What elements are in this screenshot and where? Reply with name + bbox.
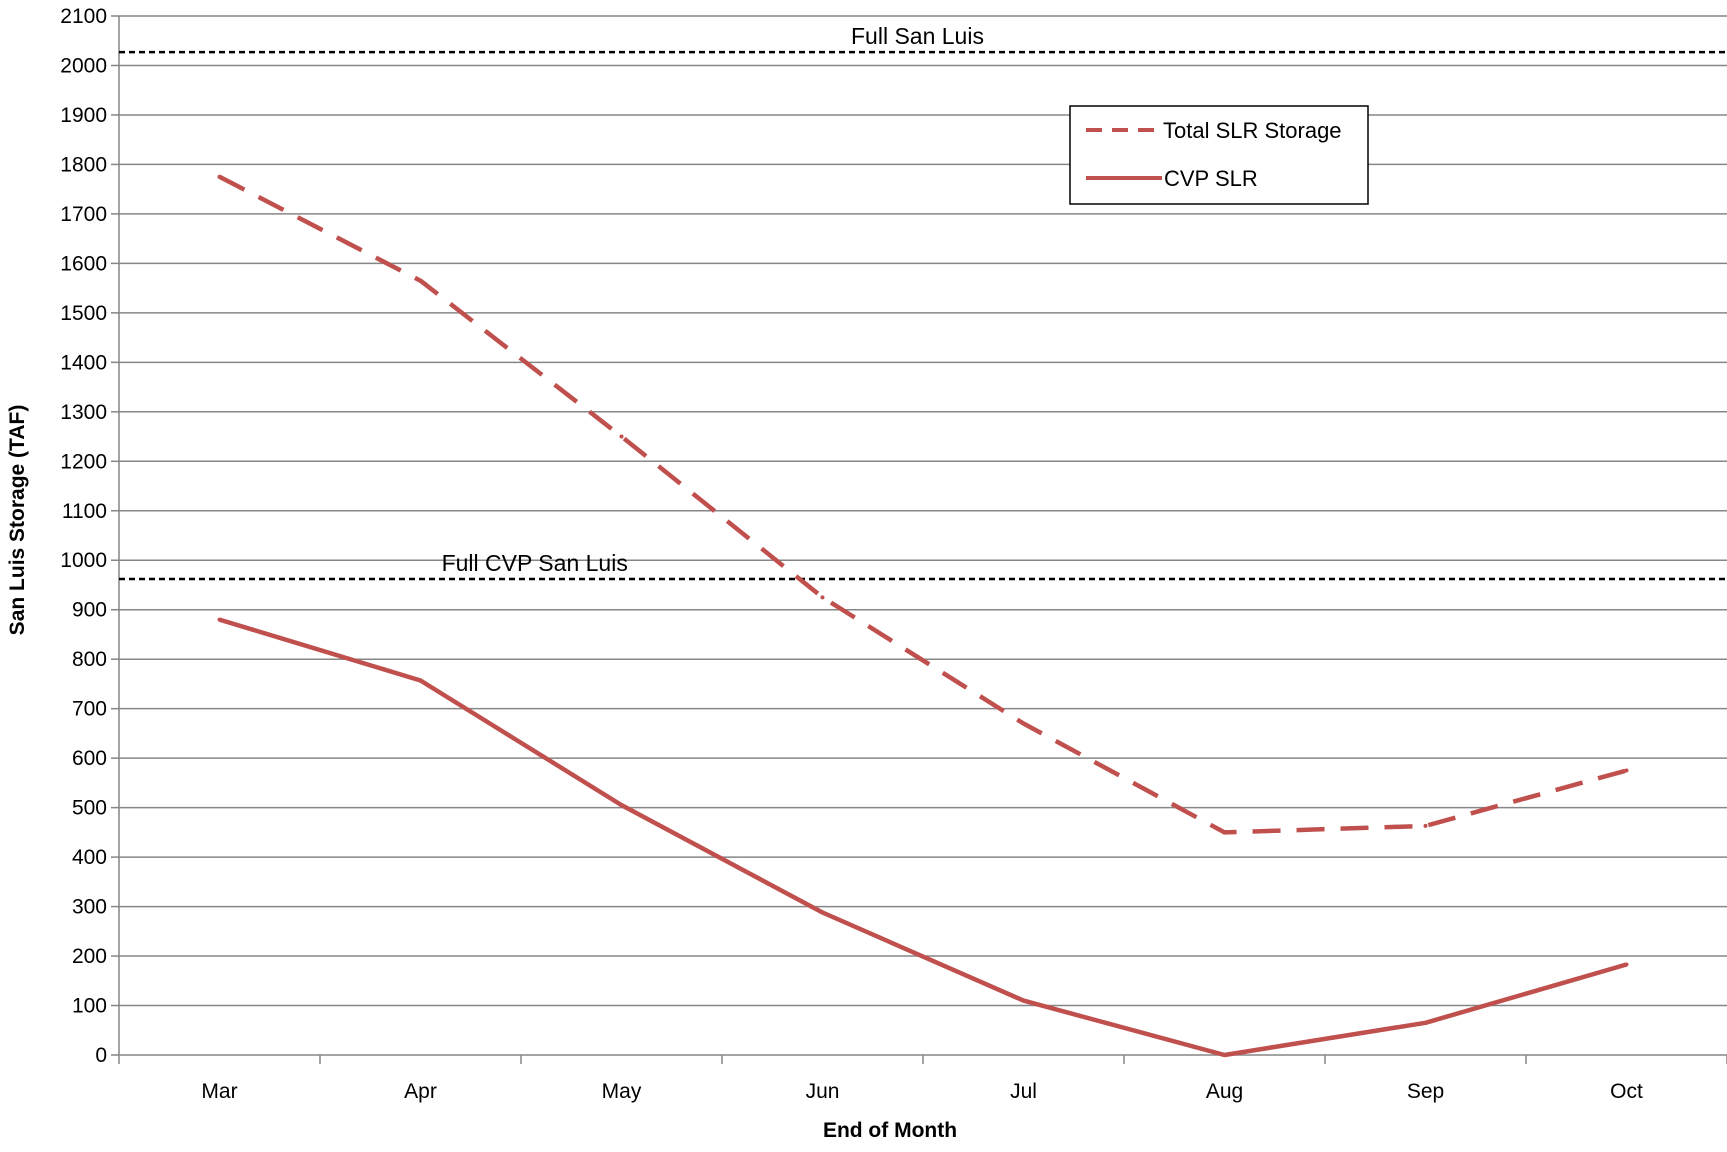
data-point-cvp-slr-sep — [1423, 1020, 1428, 1025]
y-tick-label-1800: 1800 — [60, 153, 107, 176]
x-tick-label-apr: Apr — [404, 1080, 437, 1103]
y-tick-label-0: 0 — [95, 1044, 107, 1067]
y-tick-label-1700: 1700 — [60, 203, 107, 226]
reference-lines: Full San Luis Full CVP San Luis — [119, 23, 1727, 581]
data-point-total-slr-storage-apr — [418, 278, 423, 283]
x-tick-label-jun: Jun — [806, 1080, 840, 1103]
data-point-total-slr-storage-may — [619, 434, 624, 439]
data-point-cvp-slr-jun — [820, 910, 825, 915]
y-tick-label-1600: 1600 — [60, 252, 107, 275]
reference-label-full-cvp-san-luis: Full CVP San Luis — [442, 550, 628, 576]
x-axis-title: End of Month — [823, 1119, 957, 1142]
y-tick-label-1500: 1500 — [60, 302, 107, 325]
y-tick-label-1400: 1400 — [60, 351, 107, 374]
x-tick-label-sep: Sep — [1407, 1080, 1444, 1103]
y-tick-label-1000: 1000 — [60, 549, 107, 572]
y-tick-label-1900: 1900 — [60, 104, 107, 127]
y-tick-label-400: 400 — [72, 846, 107, 869]
y-tick-label-300: 300 — [72, 896, 107, 919]
legend-label-total-slr-storage: Total SLR Storage — [1163, 118, 1342, 143]
x-tick-label-mar: Mar — [201, 1080, 237, 1103]
data-point-total-slr-storage-jun — [820, 595, 825, 600]
data-point-total-slr-storage-oct — [1624, 768, 1629, 773]
x-tick-label-oct: Oct — [1610, 1080, 1643, 1103]
y-tick-label-900: 900 — [72, 599, 107, 622]
y-axis-title: San Luis Storage (TAF) — [6, 405, 29, 636]
gridlines — [119, 15, 1727, 1007]
data-point-total-slr-storage-sep — [1423, 823, 1428, 828]
y-tick-label-100: 100 — [72, 995, 107, 1018]
y-tick-label-800: 800 — [72, 648, 107, 671]
y-tick-label-200: 200 — [72, 945, 107, 968]
data-point-cvp-slr-aug — [1222, 1053, 1227, 1057]
data-point-cvp-slr-mar — [217, 617, 222, 622]
data-point-total-slr-storage-jul — [1021, 721, 1026, 726]
y-tick-label-1200: 1200 — [60, 450, 107, 473]
reference-label-full-san-luis: Full San Luis — [851, 23, 984, 49]
data-point-cvp-slr-jul — [1021, 998, 1026, 1003]
series-line-total-slr-storage — [218, 174, 1628, 835]
y-tick-label-1300: 1300 — [60, 401, 107, 424]
legend-label-cvp-slr: CVP SLR — [1164, 166, 1258, 191]
series-line-cvp-slr — [218, 617, 1628, 1058]
legend: Total SLR Storage CVP SLR — [1069, 105, 1369, 205]
y-tick-label-2100: 2100 — [60, 5, 107, 28]
y-tick-label-500: 500 — [72, 797, 107, 820]
x-tick-label-may: May — [602, 1080, 642, 1103]
data-point-total-slr-storage-mar — [217, 174, 222, 179]
x-tick-label-aug: Aug — [1206, 1080, 1243, 1103]
axes: 0 100 200 300 400 500 600 700 800 900 1000 1100 1200… — [60, 5, 1727, 1103]
y-tick-label-1100: 1100 — [62, 500, 107, 523]
legend-box — [1069, 105, 1369, 205]
x-tick-label-jul: Jul — [1010, 1080, 1037, 1103]
data-point-total-slr-storage-aug — [1222, 830, 1227, 835]
data-point-cvp-slr-oct — [1624, 962, 1629, 967]
y-tick-label-600: 600 — [72, 747, 107, 770]
data-point-cvp-slr-may — [619, 803, 624, 808]
series-lines — [217, 174, 1629, 1058]
y-tick-label-2000: 2000 — [60, 54, 107, 77]
data-point-cvp-slr-apr — [418, 678, 423, 683]
y-tick-label-700: 700 — [72, 698, 107, 721]
